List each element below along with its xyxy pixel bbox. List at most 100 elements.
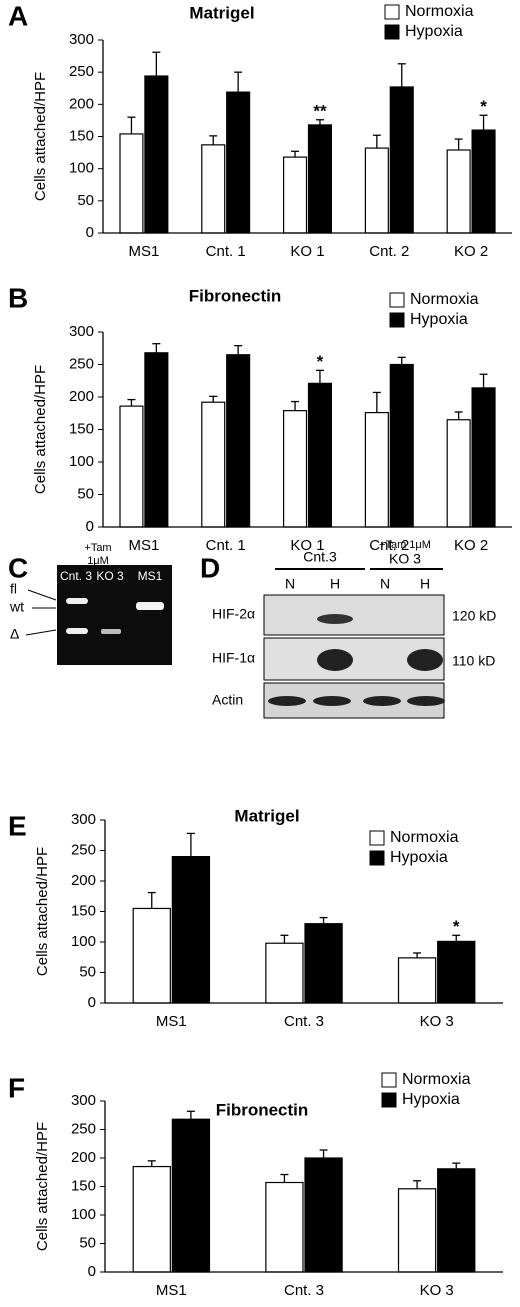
annotation: * — [317, 352, 324, 371]
band-label: fl — [10, 581, 17, 597]
band-label: wt — [9, 599, 24, 615]
legend-label: Normoxia — [402, 1071, 471, 1088]
legend-swatch — [389, 312, 405, 328]
y-tick-label: 150 — [69, 127, 94, 144]
x-tick-label: MS1 — [128, 243, 159, 260]
y-axis-label: Cells attached/HPF — [32, 365, 49, 494]
bar — [201, 144, 226, 234]
x-tick-label: Cnt. 3 — [284, 1282, 324, 1299]
bar — [144, 352, 169, 528]
band — [136, 602, 164, 610]
bar — [471, 387, 496, 528]
bar — [171, 855, 211, 1004]
panel-label: E — [8, 810, 27, 841]
y-tick-label: 100 — [71, 1206, 96, 1223]
y-tick-label: 250 — [71, 1120, 96, 1137]
bar — [132, 907, 171, 1004]
lane-label: N — [285, 576, 295, 592]
row-label: HIF-2α — [212, 606, 255, 622]
treatment: +Tam — [84, 542, 111, 554]
legend-label: Hypoxia — [402, 1091, 460, 1108]
x-tick-label: Cnt. 3 — [284, 1013, 324, 1030]
gel-image — [57, 565, 172, 665]
y-tick-label: 150 — [71, 1177, 96, 1194]
x-tick-label: Cnt. 1 — [206, 243, 246, 260]
bar — [119, 133, 144, 234]
chart-title: Fibronectin — [189, 286, 282, 305]
bar — [144, 75, 169, 234]
band — [407, 649, 443, 671]
legend-label: Normoxia — [410, 291, 479, 308]
x-tick-label: KO 1 — [290, 243, 324, 260]
group-label: +Tam 1μM — [379, 539, 431, 551]
legend-label: Normoxia — [405, 3, 474, 20]
legend-label: Hypoxia — [405, 23, 463, 40]
band — [268, 696, 306, 706]
bar — [471, 129, 496, 234]
chart-title: Matrigel — [189, 3, 254, 22]
bar — [304, 923, 343, 1004]
band — [313, 696, 351, 706]
x-tick-label: KO 2 — [454, 537, 488, 554]
bar — [282, 156, 308, 234]
y-tick-label: 150 — [69, 420, 94, 437]
x-tick-label: MS1 — [156, 1013, 187, 1030]
arrows — [25, 589, 57, 636]
y-axis-label: Cells attached/HPF — [34, 847, 51, 976]
bar — [446, 149, 471, 234]
bar — [282, 410, 308, 528]
bar — [265, 942, 304, 1004]
y-axis-label: Cells attached/HPF — [34, 1122, 51, 1251]
y-tick-label: 300 — [71, 1092, 96, 1109]
x-tick-label: Cnt. 1 — [206, 537, 246, 554]
lane-label: MS1 — [138, 569, 163, 583]
lane-label: H — [330, 576, 340, 592]
legend-swatch — [381, 1072, 397, 1088]
band — [407, 696, 445, 706]
band — [363, 696, 401, 706]
bar — [364, 147, 389, 234]
bar — [265, 1181, 304, 1273]
blot-panel-d: D Cnt.3 +Tam 1μM KO 3 N H N H HIF-2α HIF… — [200, 539, 496, 719]
panel-label: C — [8, 552, 28, 583]
bar — [364, 412, 389, 528]
band — [66, 628, 88, 634]
x-tick-label: KO 1 — [290, 537, 324, 554]
legend-label: Normoxia — [390, 829, 459, 846]
y-tick-label: 200 — [71, 1149, 96, 1166]
legend-swatch — [369, 850, 385, 866]
y-tick-label: 200 — [69, 388, 94, 405]
x-tick-label: Cnt. 2 — [369, 537, 409, 554]
y-tick-label: 300 — [71, 811, 96, 828]
y-tick-label: 250 — [69, 355, 94, 372]
y-tick-label: 0 — [86, 224, 94, 241]
blot-row — [263, 594, 445, 636]
bar-chart: E Matrigel Cells attached/HPF Normoxia Hypox… — [8, 806, 503, 1030]
lane-label: N — [380, 576, 390, 592]
y-tick-label: 100 — [69, 160, 94, 177]
bar — [171, 1118, 211, 1273]
y-tick-label: 200 — [69, 95, 94, 112]
y-tick-label: 0 — [88, 1263, 96, 1280]
x-tick-label: MS1 — [156, 1282, 187, 1299]
x-tick-label: KO 2 — [454, 243, 488, 260]
annotation: * — [480, 97, 487, 116]
bar — [389, 363, 414, 528]
y-tick-label: 50 — [77, 485, 94, 502]
panel-label: B — [8, 282, 28, 313]
legend-swatch — [369, 830, 385, 846]
bar — [446, 419, 471, 528]
x-tick-label: KO 3 — [420, 1013, 454, 1030]
size-label: 110 kD — [452, 653, 495, 669]
y-tick-label: 150 — [71, 902, 96, 919]
bar — [226, 91, 251, 234]
x-tick-label: MS1 — [128, 537, 159, 554]
legend-swatch — [384, 4, 400, 20]
panel-label: A — [8, 0, 28, 31]
y-tick-label: 200 — [71, 872, 96, 889]
y-axis-label: Cells attached/HPF — [32, 72, 49, 201]
legend-label: Hypoxia — [390, 849, 448, 866]
bar — [397, 1188, 437, 1273]
y-tick-label: 100 — [69, 453, 94, 470]
